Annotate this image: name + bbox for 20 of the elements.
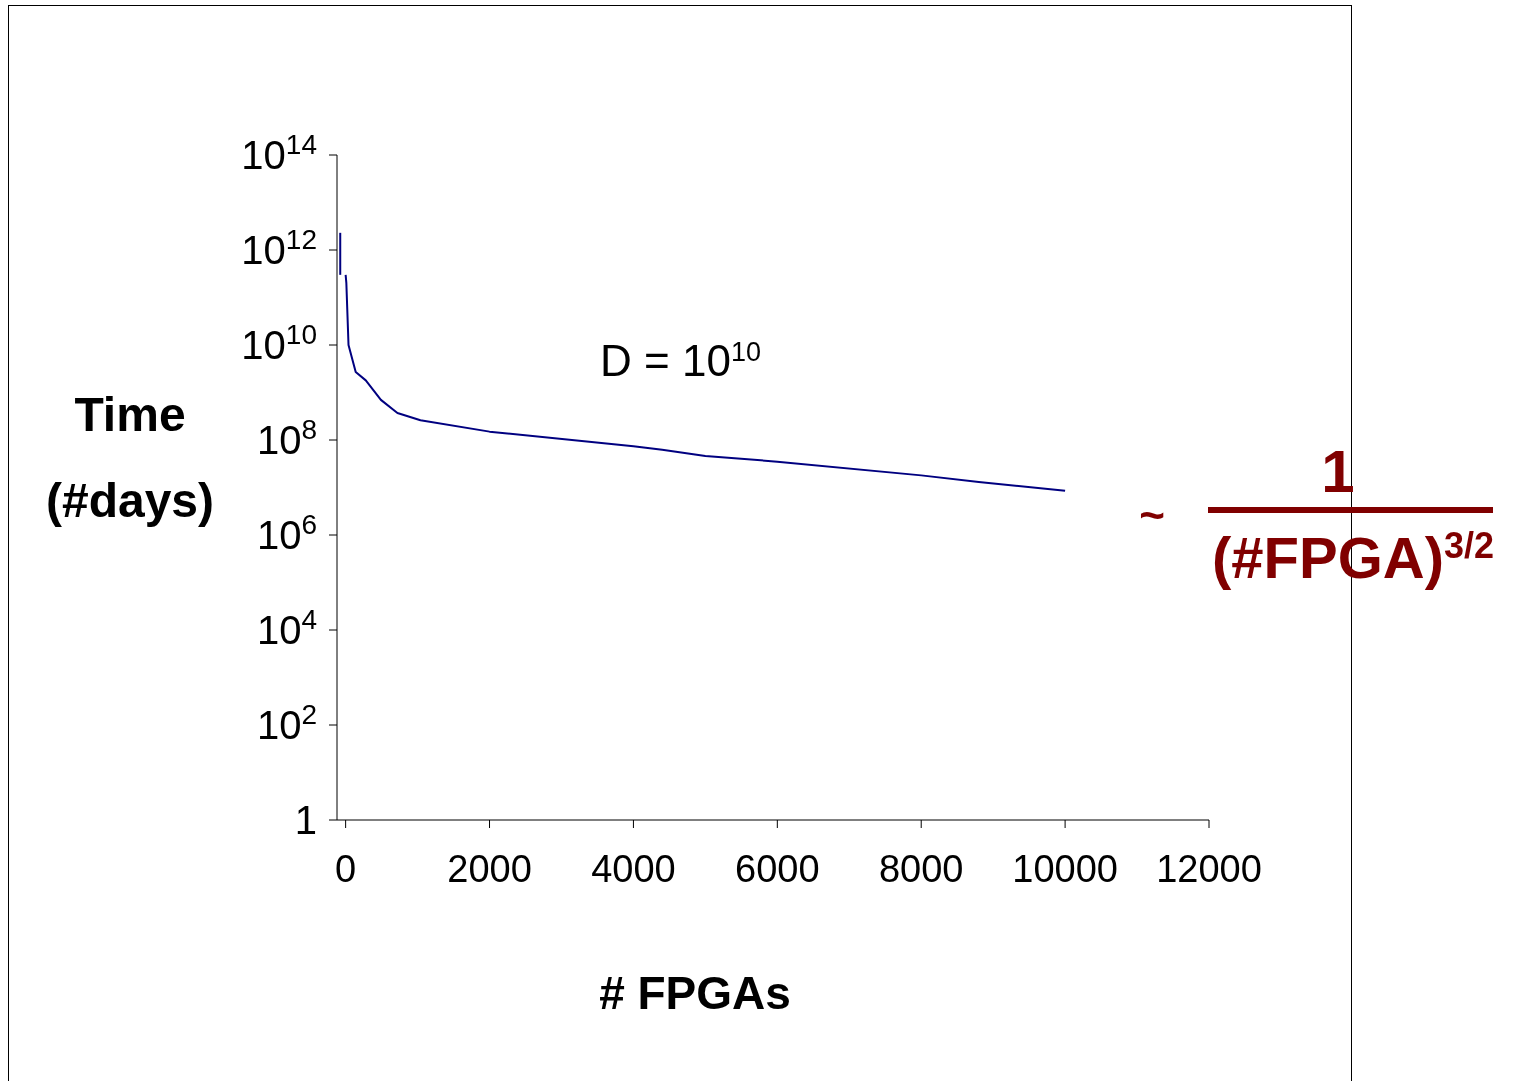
y-tick-label: 10$^{2}$	[256, 698, 317, 747]
y-tick-label: 10$^{12}$	[241, 223, 317, 272]
y-tick-label: 10$^{14}$	[241, 128, 317, 177]
y-tick-label: 10$^{8}$	[256, 413, 317, 462]
x-tick-label: 0	[335, 848, 357, 890]
annotation: D = 10$^{10}$	[600, 336, 761, 385]
x-tick-label: 6000	[735, 848, 820, 890]
x-tick-label: 12000	[1156, 848, 1262, 890]
x-tick-label: 10000	[1012, 848, 1118, 890]
x-tick-label: 2000	[447, 848, 532, 890]
y-tick-label: 10$^{10}$	[241, 318, 317, 367]
y-tick-label: 10$^{6}$	[256, 508, 317, 557]
x-tick-label: 4000	[591, 848, 676, 890]
x-axis-title: # FPGAs	[598, 966, 792, 1020]
y-tick-label: 10$^{4}$	[256, 603, 317, 652]
y-tick-label: 1	[294, 798, 317, 842]
y-axis-title: Time (#days)	[44, 387, 216, 529]
x-tick-label: 8000	[878, 848, 964, 890]
annotation: ~	[1139, 490, 1165, 539]
line-series	[344, 273, 1067, 492]
